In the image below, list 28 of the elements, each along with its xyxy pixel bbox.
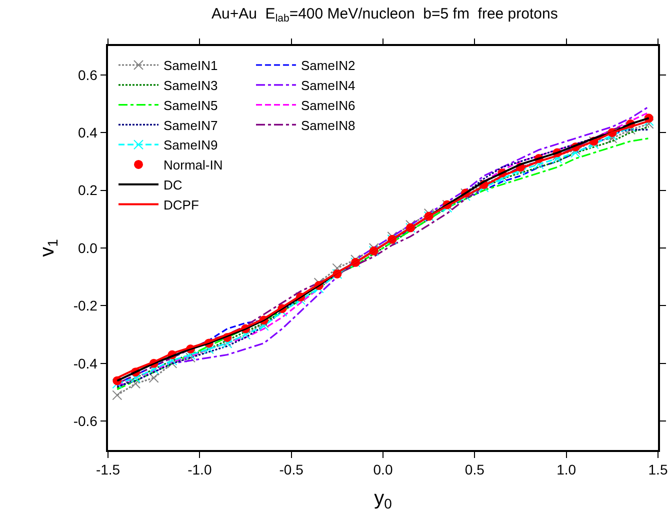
- legend-label: SameIN1: [164, 58, 218, 74]
- y-tick-label: 0.2: [78, 182, 98, 198]
- legend-label: Normal-IN: [164, 158, 223, 173]
- x-tick-label: 0.5: [464, 462, 485, 478]
- y-tick-label: 0.6: [78, 66, 98, 83]
- x-axis-title: y$_{0}$: [374, 488, 392, 512]
- x-tick-label: -0.5: [279, 462, 304, 478]
- x-tick-label: 0.0: [373, 462, 393, 478]
- x-tick-label: 1.0: [556, 462, 576, 478]
- legend-label: SameIN7: [164, 118, 218, 133]
- y-tick-label: 0.0: [78, 240, 98, 256]
- legend-label: SameIN2: [301, 58, 356, 74]
- x-tick-label: -1.0: [188, 462, 212, 478]
- y-tick-label: -0.6: [73, 413, 98, 430]
- legend-label: SameIN9: [164, 138, 218, 153]
- legend-label: SameIN6: [301, 98, 356, 113]
- legend-label: DC: [164, 177, 182, 192]
- x-tick-label: 1.5: [648, 462, 668, 478]
- x-tick-label: -1.5: [96, 462, 120, 478]
- legend-label: DCPF: [164, 197, 199, 212]
- legend-label: SameIN5: [164, 98, 218, 113]
- y-tick-label: -0.4: [73, 355, 98, 372]
- y-tick-label: 0.4: [78, 124, 98, 140]
- chart-title: Au+Au E$_{lab}$=400 MeV/nucleon b=5 fm free protons: [212, 5, 558, 25]
- y-tick-label: -0.2: [73, 298, 98, 314]
- legend-label: SameIN3: [164, 78, 218, 93]
- legend-label: SameIN8: [301, 118, 356, 133]
- legend-label: SameIN4: [301, 78, 356, 93]
